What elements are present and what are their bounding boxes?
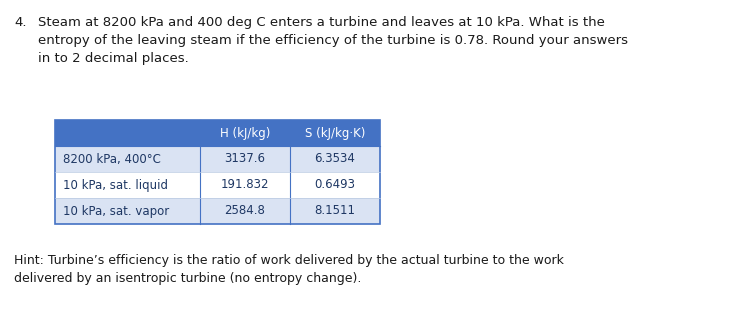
Bar bbox=[55, 146, 380, 172]
Text: H (kJ/kg): H (kJ/kg) bbox=[219, 127, 270, 139]
Text: 0.6493: 0.6493 bbox=[314, 178, 355, 192]
Bar bbox=[55, 120, 380, 146]
Text: 8200 kPa, 400°C: 8200 kPa, 400°C bbox=[63, 153, 161, 166]
Text: delivered by an isentropic turbine (no entropy change).: delivered by an isentropic turbine (no e… bbox=[14, 272, 361, 285]
Text: 2584.8: 2584.8 bbox=[225, 204, 266, 217]
Text: 191.832: 191.832 bbox=[221, 178, 269, 192]
Text: 8.1511: 8.1511 bbox=[314, 204, 355, 217]
Text: entropy of the leaving steam if the efficiency of the turbine is 0.78. Round you: entropy of the leaving steam if the effi… bbox=[38, 34, 628, 47]
Bar bbox=[55, 172, 380, 198]
Text: in to 2 decimal places.: in to 2 decimal places. bbox=[38, 52, 189, 65]
Text: Hint: Turbine’s efficiency is the ratio of work delivered by the actual turbine : Hint: Turbine’s efficiency is the ratio … bbox=[14, 254, 564, 267]
Bar bbox=[55, 198, 380, 224]
Text: Steam at 8200 kPa and 400 deg C enters a turbine and leaves at 10 kPa. What is t: Steam at 8200 kPa and 400 deg C enters a… bbox=[38, 16, 605, 29]
Bar bbox=[55, 120, 380, 224]
Text: S (kJ/kg·K): S (kJ/kg·K) bbox=[305, 127, 366, 139]
Text: 10 kPa, sat. liquid: 10 kPa, sat. liquid bbox=[63, 178, 168, 192]
Text: 4.: 4. bbox=[14, 16, 26, 29]
Text: 6.3534: 6.3534 bbox=[315, 153, 355, 166]
Text: 10 kPa, sat. vapor: 10 kPa, sat. vapor bbox=[63, 204, 170, 217]
Text: 3137.6: 3137.6 bbox=[225, 153, 266, 166]
